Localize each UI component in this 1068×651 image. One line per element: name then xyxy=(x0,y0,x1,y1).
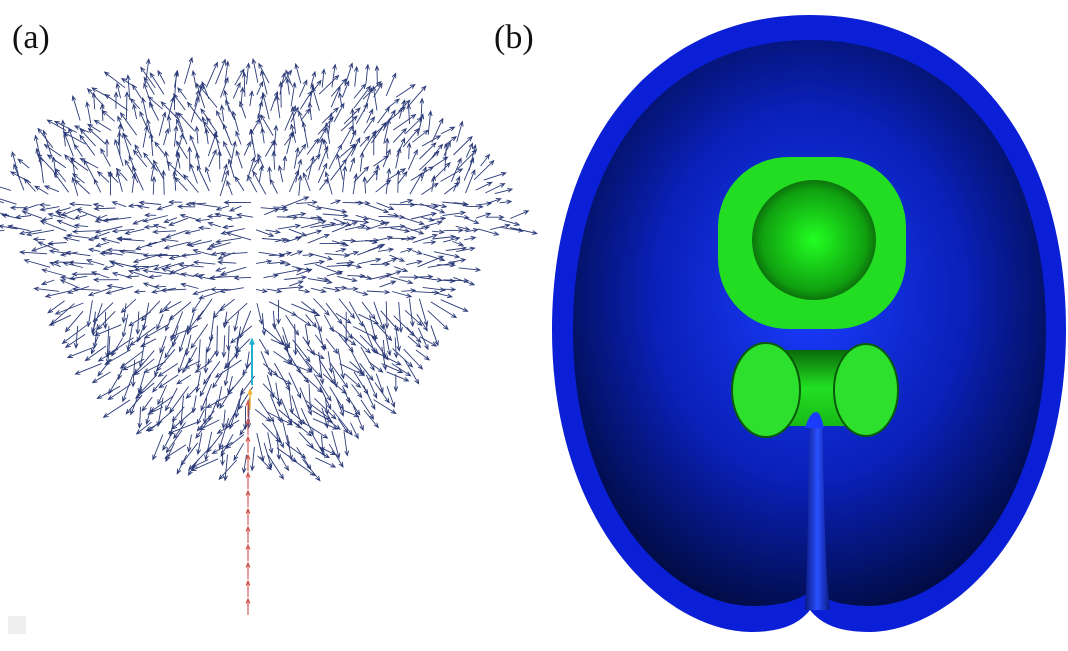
axis-vectors xyxy=(246,401,250,615)
corner-mark xyxy=(8,616,26,634)
lower-lobe xyxy=(834,344,898,436)
vector-field xyxy=(0,58,537,615)
vector-row xyxy=(153,430,349,461)
panel-label: (b) xyxy=(494,19,534,56)
vector-row xyxy=(177,455,335,481)
lower-lobe xyxy=(732,343,800,437)
vector-row xyxy=(165,442,343,470)
vector-row xyxy=(42,268,474,285)
vector-row xyxy=(0,208,528,225)
vector-row xyxy=(68,346,429,384)
vector-row xyxy=(11,152,506,184)
figure: (a) (b) xyxy=(0,0,1068,651)
panel-label: (a) xyxy=(12,19,50,56)
vector-row xyxy=(137,418,359,448)
upper-core xyxy=(752,180,876,300)
vector-row xyxy=(18,140,489,172)
cell-render xyxy=(552,15,1066,632)
vector-row xyxy=(88,82,426,112)
vector-row xyxy=(0,220,537,238)
vector-row xyxy=(34,280,455,299)
vector-row xyxy=(0,196,511,216)
vector-row xyxy=(105,58,379,88)
